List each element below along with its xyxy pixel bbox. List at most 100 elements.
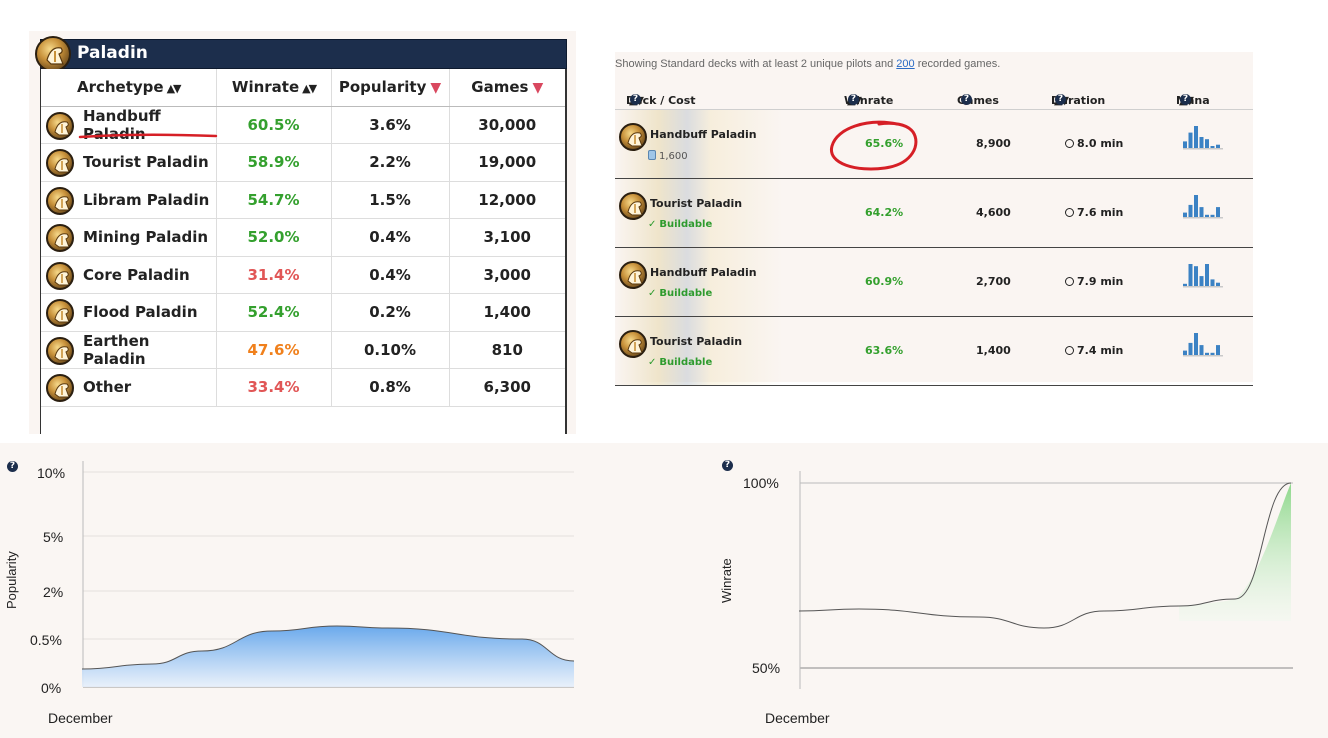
deck-row[interactable]: Handbuff Paladin 1,600 65.6% 8,900 8.0 min [615,110,1253,179]
clock-icon [1065,208,1074,217]
archetype-winrate: 54.7% [216,181,332,219]
mana-bar [1205,139,1209,148]
deck-name[interactable]: Handbuff Paladin [650,266,757,279]
pop-tick-0: 10% [37,465,66,481]
sort-arrows-icon: ▲▼ [166,82,182,96]
deck-art [615,179,855,247]
deck-duration: 7.4 min [1065,344,1123,357]
archetype-row[interactable]: Tourist Paladin 58.9% 2.2% 19,000 [41,143,565,182]
winrate-help-icon[interactable]: ? [722,460,733,471]
archetype-popularity: 0.8% [331,368,450,407]
games-threshold-link[interactable]: 200 [896,58,915,70]
archetype-name[interactable]: Libram Paladin [83,190,210,209]
archetype-games: 1,400 [449,293,565,332]
annotation-underline [78,132,218,138]
mana-bar [1205,214,1209,217]
mana-bar [1188,342,1193,355]
archetype-name[interactable]: Other [83,378,132,397]
mana-baseline [1183,286,1223,288]
wr-ylabel: Winrate [719,558,734,603]
help-icon[interactable]: ? [848,94,859,105]
archetype-name-cell[interactable]: Mining Paladin [41,218,217,257]
archetype-name-cell[interactable]: Core Paladin [41,256,217,294]
deck-row[interactable]: Tourist Paladin ✓ Buildable 63.6% 1,400 7.4 m… [615,317,1253,386]
mana-bar [1205,264,1209,286]
help-icon[interactable]: ? [630,94,641,105]
archetype-popularity: 2.2% [331,143,450,182]
archetype-name-cell[interactable]: Flood Paladin [41,293,217,332]
archetype-winrate: 58.9% [216,143,332,182]
paladin-class-icon [46,374,74,402]
archetype-winrate: 52.0% [216,218,332,257]
archetype-games: 19,000 [449,143,565,182]
col-popularity[interactable]: Popularity ▼ [331,69,450,107]
mana-bar [1194,126,1198,148]
check-icon: ✓ [648,219,657,230]
archetype-row[interactable]: Flood Paladin 52.4% 0.2% 1,400 [41,293,565,332]
archetype-games: 3,000 [449,256,565,294]
archetype-games: 30,000 [449,106,565,144]
charts-area: ? 10% 5% 2% 0.5% 0% Popularity December … [0,443,1328,738]
archetype-row[interactable]: Mining Paladin 52.0% 0.4% 3,100 [41,218,565,257]
deck-row[interactable]: Handbuff Paladin ✓ Buildable 60.9% 2,700 7.9 … [615,248,1253,317]
archetype-games: 6,300 [449,368,565,407]
col-winrate[interactable]: Winrate ▲▼ [216,69,332,107]
archetype-name-cell[interactable]: Other [41,368,217,407]
deck-row[interactable]: Tourist Paladin ✓ Buildable 64.2% 4,600 7.6 m… [615,179,1253,248]
col-archetype[interactable]: Archetype ▲▼ [41,69,217,107]
archetype-winrate: 33.4% [216,368,332,407]
mana-bar [1183,350,1187,355]
archetype-name-cell[interactable]: Libram Paladin [41,181,217,219]
deck-games: 2,700 [976,275,1011,288]
deck-name[interactable]: Handbuff Paladin [650,128,757,141]
deck-name[interactable]: Tourist Paladin [650,197,743,210]
mana-bar [1216,207,1220,217]
mana-bar [1188,132,1193,148]
deck-table-header: Deck / Cost▲▼? Winrate▲▼? Games▼? Durati… [615,82,1253,110]
archetype-row[interactable]: Other 33.4% 0.8% 6,300 [41,368,565,407]
paladin-class-icon [35,36,71,72]
mana-bar [1188,204,1193,217]
mana-bar [1199,137,1204,148]
paladin-class-icon [46,261,74,290]
sort-arrows-icon: ▲▼ [302,82,317,96]
archetype-games: 12,000 [449,181,565,219]
archetype-name[interactable]: Mining Paladin [83,228,209,247]
mana-bar [1210,214,1215,217]
help-icon[interactable]: ? [961,94,972,105]
archetype-row[interactable]: Handbuff Paladin 60.5% 3.6% 30,000 [41,106,565,144]
mana-curve-icon [1183,126,1223,150]
archetype-popularity: 0.10% [331,331,450,369]
paladin-class-icon [46,336,74,365]
archetype-winrate: 31.4% [216,256,332,294]
clock-icon [1065,277,1074,286]
mana-bar [1194,333,1198,355]
mana-bar [1183,212,1187,217]
archetype-name[interactable]: Tourist Paladin [83,153,209,172]
mana-bar [1188,264,1193,286]
archetype-name-cell[interactable]: Earthen Paladin [41,331,217,369]
clock-icon [1065,139,1074,148]
archetype-name-cell[interactable]: Tourist Paladin [41,143,217,182]
deck-games: 4,600 [976,206,1011,219]
col-games[interactable]: Games ▼ [449,69,565,107]
help-icon[interactable]: ? [1055,94,1066,105]
popularity-help-icon[interactable]: ? [7,461,18,472]
archetype-row[interactable]: Core Paladin 31.4% 0.4% 3,000 [41,256,565,294]
paladin-class-icon [619,330,647,358]
archetype-name[interactable]: Earthen Paladin [83,331,150,368]
archetype-name-cell[interactable]: Handbuff Paladin [41,106,218,144]
archetype-row[interactable]: Libram Paladin 54.7% 1.5% 12,000 [41,181,565,219]
wr-line [799,482,1292,629]
help-icon[interactable]: ? [1180,94,1191,105]
archetype-games: 810 [449,331,565,369]
archetype-name[interactable]: Flood Paladin [83,303,198,322]
archetype-name[interactable]: Core Paladin [83,265,190,284]
deck-name[interactable]: Tourist Paladin [650,335,743,348]
deck-art [615,317,855,385]
mana-curve-icon [1183,195,1223,219]
deck-winrate: 60.9% [865,275,904,288]
archetype-row[interactable]: Earthen Paladin 47.6% 0.10% 810 [41,331,565,369]
mana-bar [1199,276,1204,286]
deck-winrate: 65.6% [865,137,904,150]
